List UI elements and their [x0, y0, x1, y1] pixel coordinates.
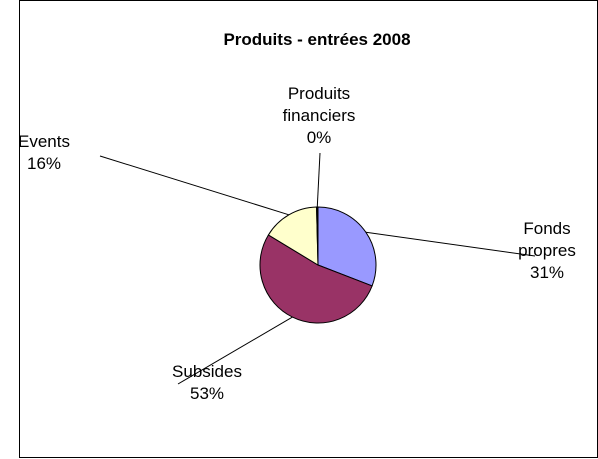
- data-labels: Fonds propres 31% Subsides 53% Events 16% Produ…: [20, 84, 576, 403]
- leader-lines: [99, 152, 536, 385]
- leader-line: [365, 231, 536, 257]
- pie-slice-produits-financiers: [316, 206, 319, 266]
- leader-line: [177, 316, 293, 385]
- pie-slices: [259, 206, 377, 324]
- data-label-fonds-propres: Fonds propres 31%: [518, 219, 576, 282]
- leader-line: [99, 155, 290, 216]
- pie-slice-subsides: [259, 234, 373, 324]
- pie-slice-fonds-propres: [317, 206, 377, 287]
- data-label-events: Events 16%: [20, 132, 70, 173]
- chart-area: Produits - entrées 2008 Fonds propres 31% S…: [19, 0, 598, 458]
- chart-title: Produits - entrées 2008: [223, 30, 410, 49]
- leader-line: [316, 152, 321, 208]
- pie-chart: Produits - entrées 2008 Fonds propres 31% S…: [20, 30, 576, 403]
- pie-slice-events: [267, 206, 319, 266]
- data-label-subsides: Subsides 53%: [172, 362, 242, 403]
- data-label-produits-financiers: Produits financiers 0%: [283, 84, 356, 147]
